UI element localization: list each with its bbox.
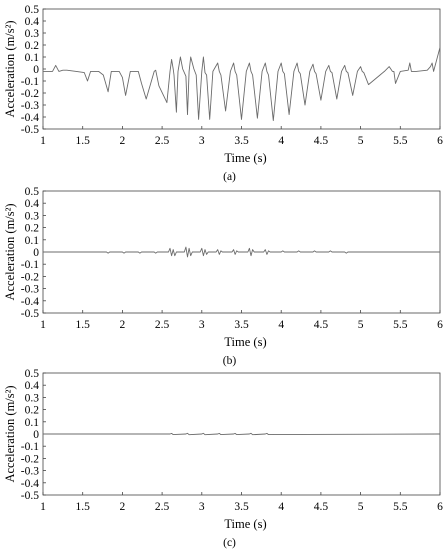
x-tick-label: 5.5 (393, 501, 408, 513)
y-axis-label: Acceleration (m/s²) (3, 385, 17, 482)
y-tick-label: 0.5 (25, 368, 40, 380)
chart-panel-1: 0.50.40.30.20.10-0.1-0.2-0.3-0.4-0.51 1.5… (3, 4, 443, 183)
x-tick-label: 1 (40, 501, 46, 513)
x-tick-label: 4 (278, 319, 284, 331)
x-tick-label: 4.5 (314, 319, 329, 331)
y-tick-label: -0.2 (21, 88, 39, 100)
x-tick-label: 5.5 (393, 319, 408, 331)
x-tick-label: 1.5 (76, 501, 91, 513)
y-tick-label: 0 (33, 429, 39, 441)
series-line (43, 432, 441, 436)
x-tick-label: 3.5 (234, 501, 249, 513)
x-tick-label: 2 (120, 501, 126, 513)
y-tick-label: 0.4 (25, 380, 40, 392)
y-tick-label: -0.3 (21, 100, 39, 112)
y-tick-label: 0.1 (25, 52, 40, 64)
x-tick-label: 3 (199, 135, 205, 147)
x-tick-label: 5 (358, 319, 364, 331)
y-tick-label: 0 (33, 247, 39, 259)
y-tick-label: 0.2 (25, 405, 40, 417)
y-tick-label: -0.1 (21, 441, 39, 453)
x-tick-label: 2.5 (155, 501, 170, 513)
y-axis-label: Acceleration (m/s²) (3, 203, 17, 300)
x-tick-label: 3.5 (234, 135, 249, 147)
x-axis-label: Time (s) (224, 335, 266, 349)
y-tick-label: -0.4 (21, 478, 39, 490)
x-tick-label: 1 (40, 135, 46, 147)
chart-panel-3: 0.50.40.30.20.10-0.1-0.2-0.3-0.4-0.51 1.5… (3, 368, 443, 549)
y-tick-label: -0.2 (21, 271, 39, 283)
x-tick-label: 1.5 (76, 319, 91, 331)
x-tick-label: 1 (40, 319, 46, 331)
y-tick-label: -0.3 (21, 284, 39, 296)
y-tick-label: 0.3 (25, 392, 40, 404)
y-tick-label: 0.5 (25, 186, 40, 198)
panel-label: (b) (223, 355, 237, 367)
plot-frame (42, 8, 441, 130)
panel-label: (a) (223, 171, 236, 183)
y-tick-label: 0.2 (25, 223, 40, 235)
y-axis-label: Acceleration (m/s²) (3, 20, 17, 117)
x-tick-label: 6 (437, 501, 443, 513)
y-tick-label: 0.1 (25, 235, 40, 247)
x-tick-label: 2.5 (155, 319, 170, 331)
y-tick-label: -0.5 (21, 490, 39, 502)
y-tick-label: 0.4 (25, 16, 40, 28)
x-tick-label: 6 (437, 319, 443, 331)
x-tick-label: 4 (278, 501, 284, 513)
x-tick-label: 5 (358, 501, 364, 513)
x-axis-label: Time (s) (224, 151, 266, 165)
y-tick-label: -0.5 (21, 308, 39, 320)
y-tick-label: 0.1 (25, 417, 40, 429)
chart-panel-2: 0.50.40.30.20.10-0.1-0.2-0.3-0.4-0.51 1.5… (3, 186, 443, 367)
x-tick-label: 1.5 (76, 135, 91, 147)
x-tick-label: 2 (120, 135, 126, 147)
y-tick-label: 0 (33, 64, 39, 76)
x-axis-label: Time (s) (224, 517, 266, 531)
x-tick-label: 5 (358, 135, 364, 147)
y-tick-label: -0.4 (21, 112, 39, 124)
y-tick-label: 0.3 (25, 28, 40, 40)
series-line (43, 47, 441, 122)
x-tick-label: 3.5 (234, 319, 249, 331)
y-tick-label: 0.4 (25, 198, 40, 210)
y-tick-label: 0.3 (25, 210, 40, 222)
x-tick-label: 3 (199, 319, 205, 331)
panel-label: (c) (223, 537, 236, 549)
x-tick-label: 4.5 (314, 501, 329, 513)
x-tick-label: 6 (437, 135, 443, 147)
series-line (43, 246, 440, 258)
y-tick-label: -0.2 (21, 453, 39, 465)
x-tick-label: 3 (199, 501, 205, 513)
y-tick-label: -0.1 (21, 259, 39, 271)
x-tick-label: 2.5 (155, 135, 170, 147)
y-tick-label: -0.3 (21, 466, 39, 478)
y-tick-label: 0.5 (25, 4, 40, 16)
y-tick-label: 0.2 (25, 40, 40, 52)
y-tick-label: -0.4 (21, 296, 39, 308)
x-tick-label: 5.5 (393, 135, 408, 147)
y-tick-label: -0.5 (21, 124, 39, 136)
x-tick-label: 4.5 (314, 135, 329, 147)
y-tick-label: -0.1 (21, 76, 39, 88)
x-tick-label: 4 (278, 135, 284, 147)
x-tick-label: 2 (120, 319, 126, 331)
